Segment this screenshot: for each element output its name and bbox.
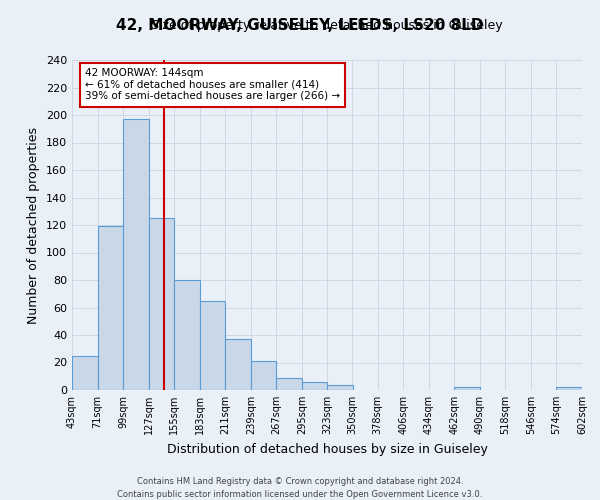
Bar (277, 378, 302, 390)
Title: Size of property relative to detached houses in Guiseley: Size of property relative to detached ho… (151, 20, 503, 32)
Text: 42, MOORWAY, GUISELEY, LEEDS, LS20 8LD: 42, MOORWAY, GUISELEY, LEEDS, LS20 8LD (116, 18, 484, 32)
Bar (123, 119, 149, 390)
Bar (225, 339, 251, 390)
X-axis label: Distribution of detached houses by size in Guiseley: Distribution of detached houses by size … (167, 442, 487, 456)
Bar (251, 361, 277, 390)
Bar (174, 280, 200, 390)
Bar (98, 226, 123, 390)
Bar (328, 384, 353, 390)
Bar (149, 218, 174, 390)
Text: Contains HM Land Registry data © Crown copyright and database right 2024.
Contai: Contains HM Land Registry data © Crown c… (118, 477, 482, 499)
Bar (72, 356, 98, 390)
Bar (200, 300, 225, 390)
Y-axis label: Number of detached properties: Number of detached properties (28, 126, 40, 324)
Text: 42 MOORWAY: 144sqm
← 61% of detached houses are smaller (414)
39% of semi-detach: 42 MOORWAY: 144sqm ← 61% of detached hou… (85, 68, 340, 102)
Bar (454, 387, 480, 390)
Bar (302, 382, 328, 390)
Bar (556, 387, 582, 390)
